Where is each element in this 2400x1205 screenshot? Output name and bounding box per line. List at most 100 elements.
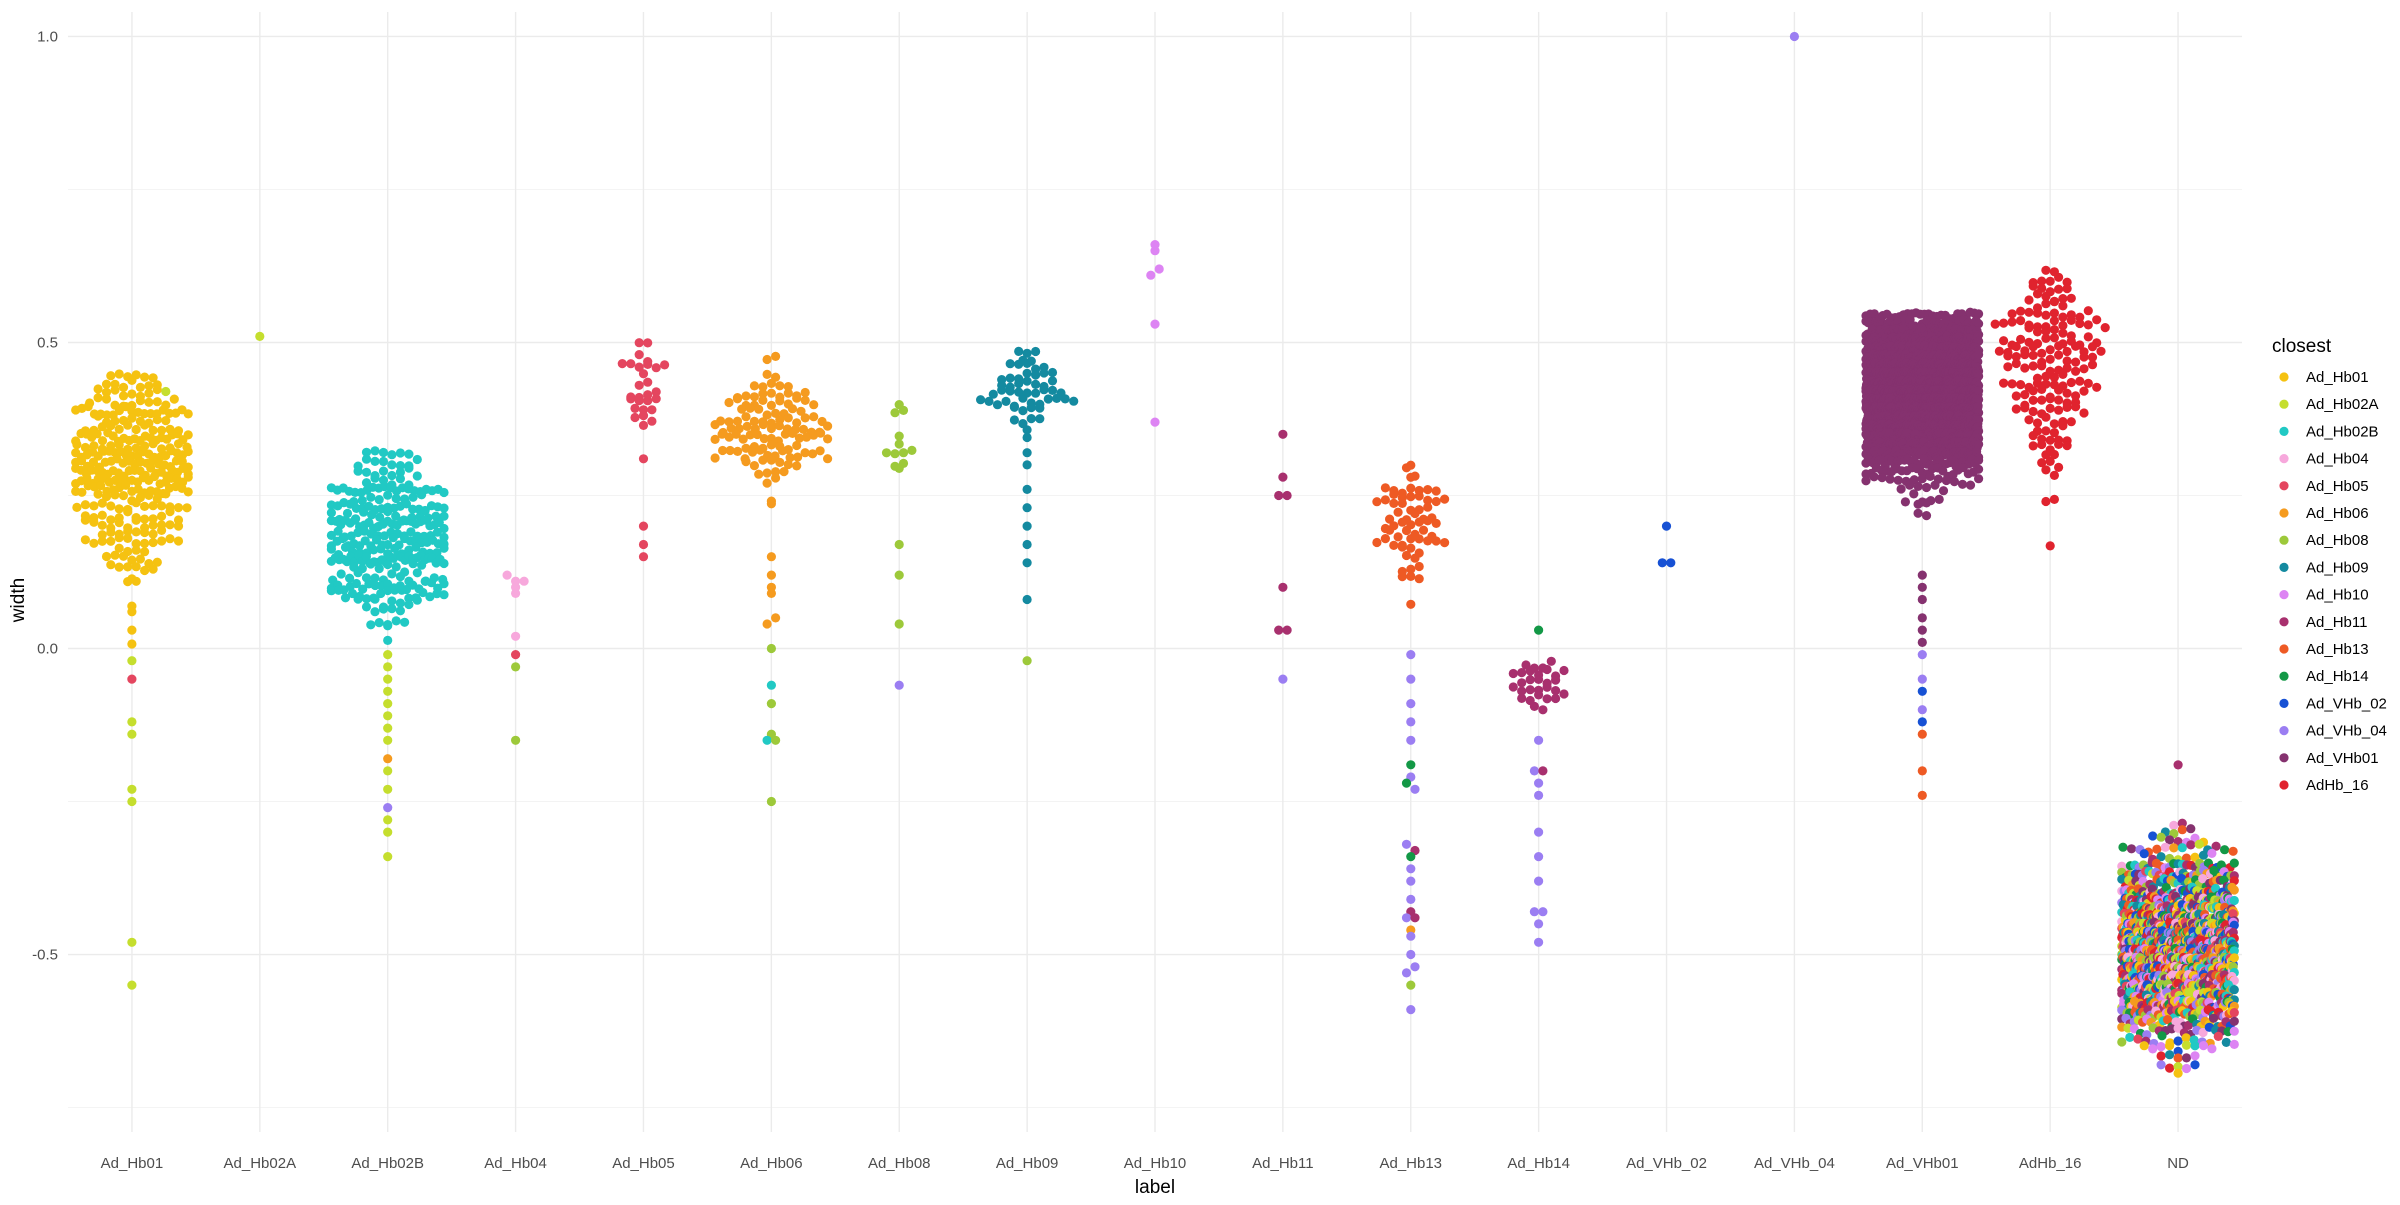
data-point	[379, 467, 388, 476]
data-point	[763, 619, 772, 628]
data-point	[778, 446, 787, 455]
data-point	[127, 981, 136, 990]
data-point	[413, 596, 422, 605]
data-point	[1415, 574, 1424, 583]
data-point	[767, 681, 776, 690]
data-point	[2230, 885, 2239, 894]
data-point	[771, 473, 780, 482]
data-point	[1398, 518, 1407, 527]
data-point	[823, 434, 832, 443]
data-point	[106, 528, 115, 537]
data-point	[2063, 347, 2072, 356]
data-point	[379, 604, 388, 613]
data-point	[618, 359, 627, 368]
data-point	[1150, 246, 1159, 255]
data-point	[1950, 477, 1959, 486]
data-point	[1658, 558, 1667, 567]
data-point	[255, 332, 264, 341]
data-point	[2046, 541, 2055, 550]
data-point	[1006, 374, 1015, 383]
data-point	[165, 520, 174, 529]
data-point	[767, 552, 776, 561]
data-point	[383, 724, 392, 733]
data-point	[907, 446, 916, 455]
data-point	[1894, 476, 1903, 485]
data-point	[150, 472, 159, 481]
data-point	[767, 589, 776, 598]
data-point	[119, 383, 128, 392]
data-point	[140, 420, 149, 429]
data-point	[763, 479, 772, 488]
data-point	[1534, 736, 1543, 745]
data-point	[127, 389, 136, 398]
data-point	[1406, 699, 1415, 708]
data-point	[741, 412, 750, 421]
data-point	[132, 498, 141, 507]
data-point	[375, 564, 384, 573]
data-point	[1402, 526, 1411, 535]
data-point	[127, 797, 136, 806]
data-point	[635, 381, 644, 390]
data-point	[362, 602, 371, 611]
data-point	[767, 644, 776, 653]
data-point	[2084, 379, 2093, 388]
data-point	[1402, 968, 1411, 977]
data-point	[2050, 495, 2059, 504]
data-point	[383, 803, 392, 812]
data-point	[383, 766, 392, 775]
data-point	[136, 383, 145, 392]
data-point	[1398, 542, 1407, 551]
data-point	[387, 569, 396, 578]
data-point	[763, 468, 772, 477]
data-point	[2199, 851, 2208, 860]
data-point	[801, 388, 810, 397]
data-point	[98, 537, 107, 546]
data-point	[370, 457, 379, 466]
data-point	[119, 491, 128, 500]
data-point	[354, 568, 363, 577]
data-point	[1509, 682, 1518, 691]
data-point	[1918, 650, 1927, 659]
data-point	[630, 413, 639, 422]
data-point	[1534, 852, 1543, 861]
data-point	[775, 421, 784, 430]
data-point	[767, 389, 776, 398]
data-point	[1389, 541, 1398, 550]
data-point	[1526, 685, 1535, 694]
data-point	[2029, 396, 2038, 405]
data-point	[767, 424, 776, 433]
data-point	[153, 385, 162, 394]
data-point	[1406, 717, 1415, 726]
data-point	[102, 380, 111, 389]
data-point	[1023, 595, 1032, 604]
data-point	[767, 401, 776, 410]
data-point	[1023, 558, 1032, 567]
data-point	[763, 736, 772, 745]
data-point	[123, 507, 132, 516]
data-point	[2169, 821, 2178, 830]
data-point	[383, 852, 392, 861]
data-point	[2020, 350, 2029, 359]
data-point	[1402, 463, 1411, 472]
data-point	[2075, 319, 2084, 328]
data-point	[439, 504, 448, 513]
data-point	[816, 446, 825, 455]
data-point	[1526, 666, 1535, 675]
data-point	[127, 717, 136, 726]
data-point	[2071, 342, 2080, 351]
data-point	[763, 370, 772, 379]
data-point	[1372, 497, 1381, 506]
data-point	[149, 538, 158, 547]
data-point	[2041, 334, 2050, 343]
data-point	[174, 522, 183, 531]
data-point	[392, 494, 401, 503]
data-point	[115, 369, 124, 378]
data-point	[1406, 572, 1415, 581]
data-point	[652, 394, 661, 403]
data-point	[413, 568, 422, 577]
data-point	[2186, 824, 2195, 833]
data-point	[1023, 485, 1032, 494]
data-point	[1918, 766, 1927, 775]
data-point	[165, 507, 174, 516]
data-point	[1402, 551, 1411, 560]
